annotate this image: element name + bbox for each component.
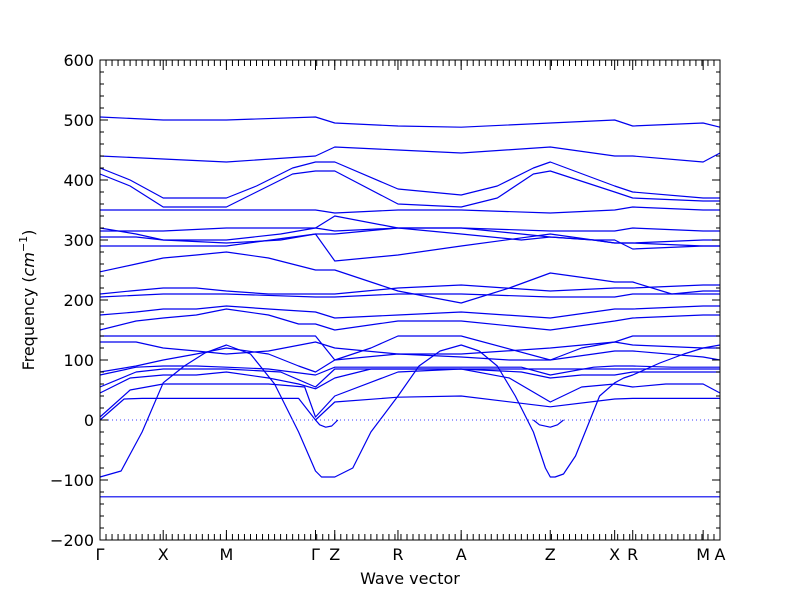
y-axis-label-unit: cm [19,252,38,276]
x-tick-label: Γ [311,545,320,564]
x-tick-label: Z [545,545,556,564]
phonon-branch-18 [100,233,720,262]
x-tick-label: R [392,545,403,564]
phonon-branch-23 [99,170,720,208]
y-axis-label: Frequency (cm−1) [17,230,38,371]
x-tick-label: R [627,545,638,564]
x-axis-label: Wave vector [360,569,460,588]
phonon-branch-17 [99,251,720,304]
y-axis-label-exponent: −1 [17,236,30,252]
y-tick-label: 400 [63,171,94,190]
x-tick-label: X [609,545,620,564]
phonon-branch-14 [99,305,720,319]
series-layer [99,116,721,498]
x-tick-label: M [696,545,710,564]
phonon-branch-3 [99,395,720,421]
phonon-branch-4 [315,419,339,428]
phonon-branch-25 [99,146,721,163]
x-tick-label: Z [329,545,340,564]
phonon-branch-9 [99,365,720,376]
y-tick-label: −200 [50,531,94,550]
phonon-branch-11 [100,341,720,355]
phonon-branch-21 [99,227,720,250]
y-axis-label-close: ) [19,230,38,236]
y-tick-label: −100 [50,471,94,490]
y-tick-label: 600 [63,51,94,70]
phonon-branch-12 [100,335,721,361]
plot-frame [99,59,721,541]
x-tick-label: Γ [96,545,105,564]
y-tick-label: 500 [63,111,94,130]
phonon-branch-2 [99,344,721,478]
phonon-branch-26 [99,116,721,128]
phonon-branch-16 [99,284,720,295]
phonon-branch-8 [99,368,720,388]
phonon-branch-6 [99,368,721,418]
phonon-branch-24 [99,161,720,199]
x-tick-label: M [220,545,234,564]
phonon-branch-15 [99,293,720,298]
y-tick-label: 100 [63,351,94,370]
phonon-branch-13 [99,308,720,331]
y-axis-label-text: Frequency ( [19,276,38,370]
phonon-branch-5 [533,419,564,428]
x-tick-label: X [158,545,169,564]
phonon-branch-19 [100,215,720,244]
x-tick-label: A [715,545,726,564]
y-tick-label: 300 [63,231,94,250]
phonon-branch-10 [99,335,720,373]
phonon-branch-22 [100,206,720,214]
y-tick-label: 200 [63,291,94,310]
x-tick-label: A [456,545,467,564]
y-tick-label: 0 [84,411,94,430]
